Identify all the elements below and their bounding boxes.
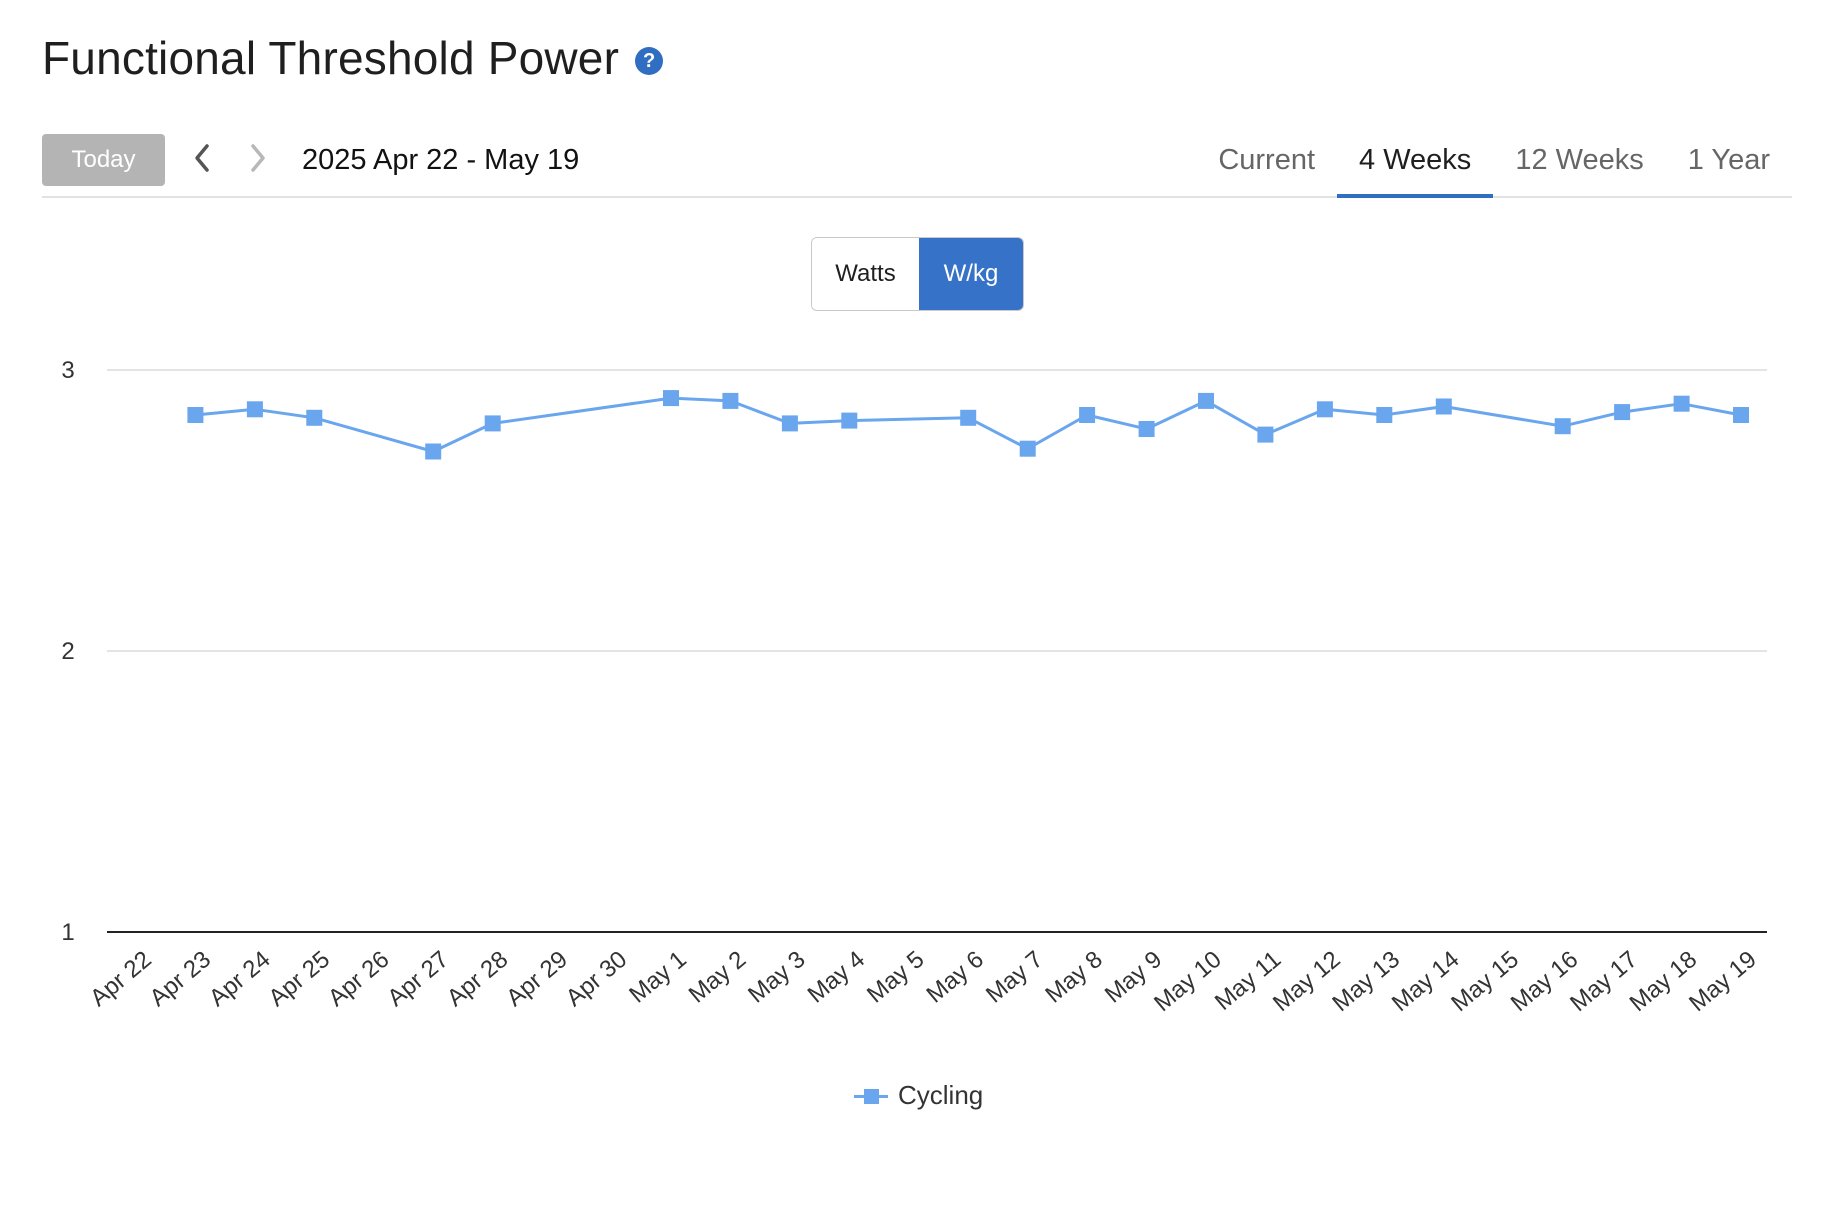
x-tick-label: Apr 30	[561, 946, 633, 1012]
x-tick-label: May 16	[1506, 946, 1584, 1017]
x-tick-label: May 7	[981, 946, 1048, 1009]
tab-1-year[interactable]: 1 Year	[1687, 144, 1770, 176]
data-point	[1079, 407, 1096, 423]
data-point	[781, 415, 798, 432]
x-tick-label: May 2	[684, 946, 751, 1009]
x-tick-label: May 3	[743, 946, 810, 1009]
help-circle-icon[interactable]: ?	[635, 47, 664, 75]
chevron-right-icon[interactable]	[240, 138, 276, 178]
x-tick-label: May 4	[803, 946, 870, 1009]
x-tick-label: Apr 22	[85, 946, 157, 1012]
x-tick-label: May 10	[1149, 946, 1227, 1017]
x-tick-label: May 12	[1268, 946, 1346, 1017]
chevron-left-icon[interactable]	[184, 138, 220, 178]
data-point	[1138, 421, 1155, 437]
data-point	[960, 409, 977, 426]
x-tick-label: Apr 27	[382, 946, 454, 1012]
y-tick-label: 2	[61, 638, 74, 665]
range-tabs: Current 4 Weeks 12 Weeks 1 Year	[1196, 134, 1792, 198]
data-point	[425, 443, 442, 460]
x-tick-label: May 8	[1040, 946, 1107, 1009]
x-tick-label: May 19	[1684, 946, 1762, 1017]
data-point	[1614, 404, 1631, 421]
data-point	[246, 401, 263, 418]
data-point	[1673, 395, 1690, 412]
x-tick-label: Apr 23	[145, 946, 217, 1012]
x-tick-label: Apr 29	[501, 946, 573, 1012]
tab-current[interactable]: Current	[1218, 144, 1316, 176]
data-point	[663, 390, 679, 407]
series-line-cycling	[195, 396, 1742, 453]
x-tick-label: May 15	[1446, 946, 1524, 1017]
x-tick-label: Apr 25	[264, 946, 336, 1012]
data-point	[841, 412, 858, 429]
watts-button[interactable]: Watts	[812, 238, 919, 310]
unit-toggle: Watts W/kg	[811, 237, 1024, 311]
x-tick-label: May 5	[862, 946, 929, 1009]
date-range-label: 2025 Apr 22 - May 19	[302, 144, 580, 176]
x-tick-label: May 17	[1565, 946, 1643, 1017]
wkg-button[interactable]: W/kg	[919, 238, 1023, 310]
y-tick-label: 3	[61, 357, 74, 384]
today-button[interactable]: Today	[42, 134, 165, 186]
data-point	[306, 409, 323, 426]
data-point	[484, 415, 501, 432]
data-point	[722, 392, 739, 409]
data-point	[1554, 418, 1571, 435]
data-point	[1019, 440, 1036, 457]
x-tick-label: May 18	[1625, 946, 1703, 1017]
tab-12-weeks[interactable]: 12 Weeks	[1515, 144, 1644, 176]
x-tick-label: Apr 26	[323, 946, 395, 1012]
x-tick-label: Apr 28	[442, 946, 514, 1012]
x-tick-label: May 13	[1327, 946, 1405, 1017]
chart-legend[interactable]: Cycling	[854, 1080, 983, 1111]
date-toolbar: Today 2025 Apr 22 - May 19 Current 4 Wee…	[42, 134, 1792, 198]
data-point	[1733, 407, 1749, 423]
page-header: Functional Threshold Power ?	[42, 28, 664, 88]
data-point	[1316, 401, 1333, 418]
x-tick-label: May 6	[922, 946, 989, 1009]
legend-marker-icon	[854, 1087, 888, 1105]
data-point	[1257, 426, 1274, 443]
data-point	[1376, 407, 1393, 423]
data-point	[1198, 392, 1214, 409]
data-point	[1435, 398, 1452, 415]
page-title: Functional Threshold Power	[42, 32, 620, 84]
data-point	[187, 407, 204, 423]
tab-4-weeks[interactable]: 4 Weeks	[1337, 134, 1494, 198]
y-tick-label: 1	[61, 919, 74, 946]
x-tick-label: Apr 24	[204, 946, 276, 1012]
legend-label: Cycling	[898, 1080, 984, 1110]
x-tick-label: May 14	[1387, 946, 1465, 1017]
x-tick-label: May 1	[624, 946, 691, 1009]
